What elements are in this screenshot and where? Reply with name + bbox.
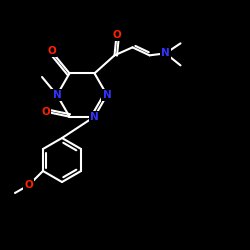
Text: O: O xyxy=(41,107,50,117)
Text: O: O xyxy=(112,30,121,40)
Text: N: N xyxy=(90,112,99,122)
Text: N: N xyxy=(103,90,112,100)
Text: N: N xyxy=(161,48,170,58)
Text: N: N xyxy=(52,90,62,100)
Text: O: O xyxy=(24,180,33,190)
Text: O: O xyxy=(47,46,56,56)
